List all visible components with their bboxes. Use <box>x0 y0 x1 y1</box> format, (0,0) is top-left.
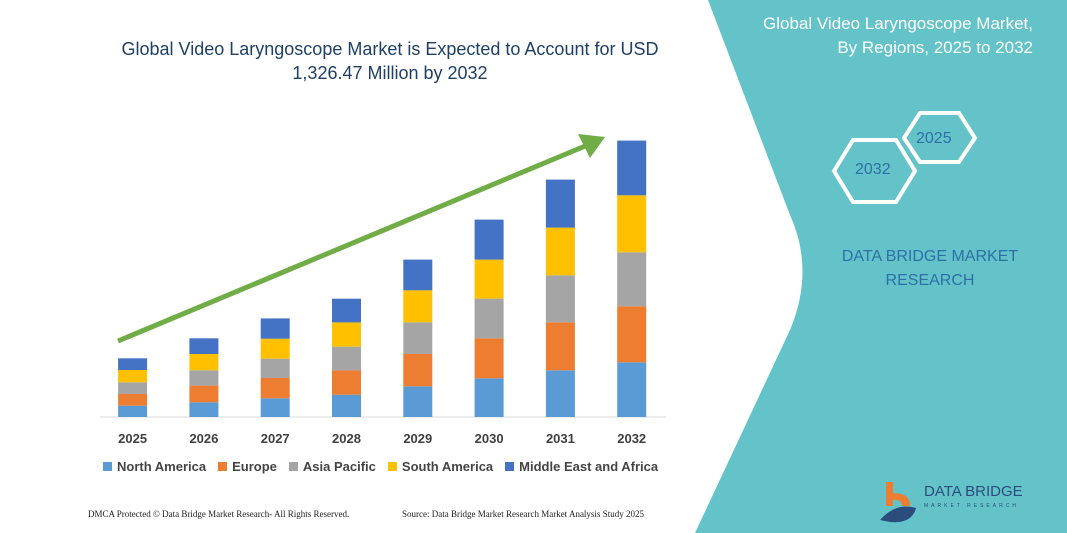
side-title: Global Video Laryngoscope Market, By Reg… <box>763 12 1033 60</box>
bar-segment-2028-europe <box>332 370 361 395</box>
hexagon-2032 <box>831 138 918 204</box>
bar-segment-2026-north-america <box>189 402 219 417</box>
bar-segment-2025-north-america <box>118 405 148 417</box>
bar-segment-2026-middle-east-and-africa <box>189 338 219 354</box>
bar-segment-2025-middle-east-and-africa <box>118 358 148 370</box>
bar-segment-2027-europe <box>260 378 290 399</box>
bar-segment-2025-asia-pacific <box>118 382 148 394</box>
bar-segment-2030-asia-pacific <box>474 298 504 339</box>
legend-swatch <box>505 462 515 471</box>
bar-segment-2028-south-america <box>332 322 361 347</box>
bar-segment-2028-middle-east-and-africa <box>332 298 361 323</box>
bar-segment-2025-europe <box>118 394 148 406</box>
bar-segment-2029-north-america <box>403 386 433 417</box>
bar-segment-2030-north-america <box>474 378 504 417</box>
stacked-bar-chart: 2025 2026 2027 2028 2029 2030 2031 2032 <box>100 134 666 446</box>
bar-segment-2031-south-america <box>545 227 575 276</box>
legend-label: Asia Pacific <box>302 459 376 474</box>
x-tick-label: 2031 <box>546 431 575 446</box>
legend-item: North America <box>103 459 206 474</box>
logo-sub: MARKET RESEARCH <box>924 503 1019 509</box>
bar-segment-2026-asia-pacific <box>189 370 219 386</box>
bar-segment-2029-asia-pacific <box>403 322 433 354</box>
bar-segment-2028-north-america <box>332 394 361 417</box>
footer-source: Source: Data Bridge Market Research Mark… <box>402 509 644 519</box>
x-tick-label: 2029 <box>403 431 432 446</box>
bar-segment-2030-europe <box>474 338 504 379</box>
brand-text: DATA BRIDGE MARKET RESEARCH <box>830 245 1030 293</box>
bar-segment-2028-asia-pacific <box>332 346 361 371</box>
hex-2025-label: 2025 <box>916 130 952 147</box>
bar-segment-2027-north-america <box>260 398 290 417</box>
x-tick-label: 2027 <box>261 431 290 446</box>
legend-swatch <box>387 462 397 471</box>
x-tick-label: 2032 <box>617 431 646 446</box>
x-tick-label: 2028 <box>332 431 361 446</box>
legend-label: South America <box>401 459 494 474</box>
bar-segment-2031-north-america <box>545 370 575 417</box>
brand-line1: DATA BRIDGE MARKET <box>841 248 1019 265</box>
bar-segment-2032-asia-pacific <box>617 252 647 307</box>
bar-segment-2032-middle-east-and-africa <box>617 140 647 196</box>
legend-item: Middle East and Africa <box>505 459 658 474</box>
data-bridge-logo-icon <box>880 482 916 523</box>
chart-title: Global Video Laryngoscope Market is Expe… <box>121 39 659 83</box>
bar-segment-2031-middle-east-and-africa <box>545 179 575 228</box>
bar-segment-2030-middle-east-and-africa <box>474 219 504 260</box>
bar-segment-2029-middle-east-and-africa <box>403 259 433 291</box>
trend-arrow-head-icon <box>578 134 605 158</box>
logo-name: DATA BRIDGE <box>924 483 1023 500</box>
x-tick-label: 2030 <box>475 431 504 446</box>
brand-line2: RESEARCH <box>885 272 975 289</box>
legend-swatch <box>103 462 112 471</box>
bar-segment-2032-south-america <box>617 195 647 253</box>
side-title-line2: By Regions, 2025 to 2032 <box>837 38 1033 57</box>
bar-segment-2032-europe <box>617 306 647 363</box>
bar-segment-2030-south-america <box>474 259 504 299</box>
legend-item: Europe <box>218 459 277 474</box>
bar-segment-2031-asia-pacific <box>545 275 575 323</box>
footer-copyright: DMCA Protected © Data Bridge Market Rese… <box>88 509 350 519</box>
bar-segment-2026-south-america <box>189 354 219 371</box>
legend-item: Asia Pacific <box>288 459 376 474</box>
bar-segment-2032-north-america <box>617 362 647 417</box>
side-title-line1: Global Video Laryngoscope Market, <box>763 14 1033 33</box>
bar-segment-2026-europe <box>189 385 219 403</box>
bar-segment-2027-asia-pacific <box>260 358 290 378</box>
legend-label: North America <box>117 459 207 474</box>
legend-label: Europe <box>232 459 277 474</box>
bar-segment-2029-south-america <box>403 290 433 323</box>
x-tick-label: 2025 <box>118 431 147 446</box>
bar-segment-2027-middle-east-and-africa <box>260 318 290 339</box>
legend: North America Europe Asia Pacific South Ame… <box>103 459 658 474</box>
legend-swatch <box>288 462 298 471</box>
legend-swatch <box>218 462 228 471</box>
bar-segment-2029-europe <box>403 354 433 387</box>
hexagon-2025 <box>901 111 978 164</box>
legend-item: South America <box>387 459 494 474</box>
bar-segment-2025-south-america <box>118 370 148 383</box>
trend-arrow-line <box>117 141 591 344</box>
bar-segment-2031-europe <box>545 322 575 371</box>
legend-label: Middle East and Africa <box>519 459 659 474</box>
x-tick-label: 2026 <box>189 431 218 446</box>
hex-2032-label: 2032 <box>855 161 891 178</box>
bar-segment-2027-south-america <box>260 338 290 359</box>
